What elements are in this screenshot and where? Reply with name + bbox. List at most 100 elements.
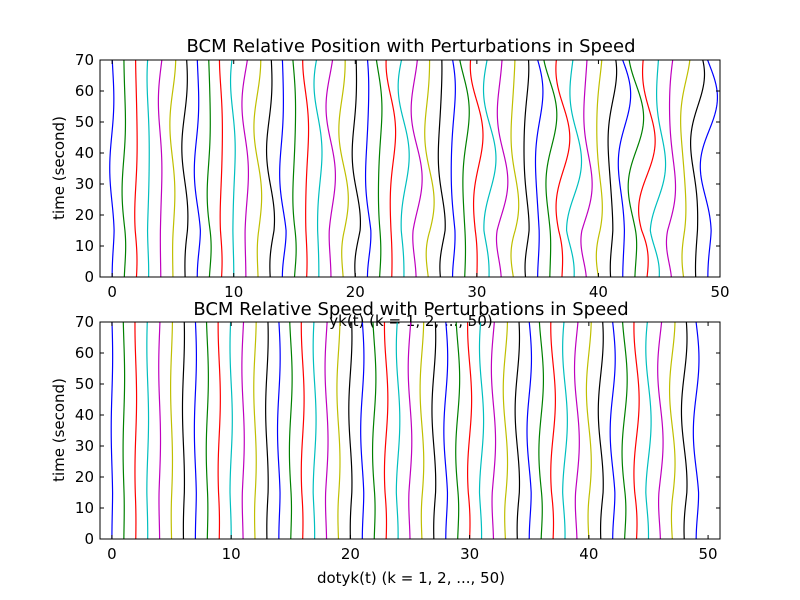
position-y-tick-label: 70 xyxy=(75,51,94,69)
speed-series-line-22 xyxy=(360,322,365,539)
position-series-line-8 xyxy=(193,60,201,277)
position-chart: BCM Relative Position with Perturbations… xyxy=(50,36,730,330)
speed-series-line-30 xyxy=(455,322,461,539)
speed-series-line-50 xyxy=(692,322,700,539)
position-series-line-30 xyxy=(459,60,470,277)
position-series-line-35 xyxy=(523,60,530,277)
position-x-axis-label: yk(t) (k = 1, 2, ..., 50) xyxy=(329,312,493,330)
position-series-line-38 xyxy=(555,60,571,277)
speed-series-line-38 xyxy=(550,322,556,539)
position-series-line-25 xyxy=(397,60,410,277)
position-x-ticks: 0 10 20 30 40 50 xyxy=(107,60,730,301)
position-series-line-19 xyxy=(325,60,337,277)
position-y-tick-label: 40 xyxy=(75,144,94,162)
position-series-line-15 xyxy=(279,60,287,277)
position-y-tick-label: 0 xyxy=(84,268,94,286)
speed-series-line-45 xyxy=(633,322,640,539)
speed-series-line-9 xyxy=(205,322,209,539)
speed-chart-title: BCM Relative Speed with Perturbations in… xyxy=(193,299,628,320)
position-series-line-40 xyxy=(580,60,593,277)
speed-y-tick-label: 20 xyxy=(75,468,94,486)
speed-y-tick-label: 40 xyxy=(75,406,94,424)
position-series-line-26 xyxy=(410,60,423,277)
speed-series-line-6 xyxy=(170,322,174,539)
position-series-line-7 xyxy=(181,60,189,277)
speed-x-tick-label: 50 xyxy=(699,545,718,563)
position-series-line-21 xyxy=(351,60,362,277)
speed-y-tick-label: 60 xyxy=(75,344,94,362)
speed-y-tick-label: 0 xyxy=(84,530,94,548)
position-series-line-47 xyxy=(665,60,677,277)
speed-series-line-25 xyxy=(395,322,401,539)
position-series-group xyxy=(109,60,719,277)
position-series-line-17 xyxy=(302,60,310,277)
position-series-line-27 xyxy=(424,60,435,277)
position-x-tick-label: 10 xyxy=(224,283,243,301)
speed-series-line-17 xyxy=(300,322,305,539)
position-series-line-18 xyxy=(313,60,323,277)
position-series-line-20 xyxy=(338,60,349,277)
speed-series-line-40 xyxy=(573,322,580,539)
position-series-line-28 xyxy=(437,60,446,277)
position-series-line-43 xyxy=(617,60,632,277)
speed-series-line-33 xyxy=(490,322,497,539)
position-x-tick-label: 40 xyxy=(589,283,608,301)
position-series-line-36 xyxy=(534,60,544,277)
speed-series-line-13 xyxy=(253,322,257,539)
speed-x-tick-label: 30 xyxy=(460,545,479,563)
speed-series-line-4 xyxy=(146,322,150,539)
speed-series-line-35 xyxy=(514,322,521,539)
position-y-tick-label: 50 xyxy=(75,113,94,131)
speed-series-line-21 xyxy=(348,322,353,539)
speed-series-group xyxy=(110,322,700,539)
speed-plot-frame xyxy=(99,321,721,540)
speed-series-line-29 xyxy=(443,322,449,539)
speed-series-line-49 xyxy=(680,322,688,539)
speed-series-line-15 xyxy=(276,322,281,539)
position-y-tick-label: 30 xyxy=(75,175,94,193)
speed-series-line-7 xyxy=(181,322,186,539)
position-series-line-33 xyxy=(495,60,509,277)
speed-x-tick-label: 0 xyxy=(107,545,117,563)
position-series-line-10 xyxy=(218,60,223,277)
position-series-line-32 xyxy=(482,60,497,277)
speed-series-line-47 xyxy=(657,322,664,539)
position-series-line-23 xyxy=(375,60,383,277)
speed-y-tick-label: 70 xyxy=(75,313,94,331)
speed-series-line-2 xyxy=(122,322,126,539)
speed-series-line-8 xyxy=(193,322,197,539)
speed-series-line-41 xyxy=(585,322,592,539)
speed-series-line-36 xyxy=(526,322,533,539)
position-series-line-14 xyxy=(265,60,276,277)
speed-series-line-10 xyxy=(217,322,221,539)
position-series-line-39 xyxy=(565,60,583,277)
position-series-line-50 xyxy=(699,60,719,277)
speed-series-line-11 xyxy=(229,322,233,539)
speed-series-line-31 xyxy=(467,322,473,539)
speed-series-line-48 xyxy=(668,322,676,539)
speed-series-line-24 xyxy=(383,322,389,539)
position-series-line-29 xyxy=(450,60,456,277)
position-y-axis-label: time (second) xyxy=(50,116,68,220)
speed-series-line-27 xyxy=(419,322,425,539)
speed-y-tick-label: 30 xyxy=(75,437,94,455)
position-series-line-22 xyxy=(364,60,372,277)
speed-series-line-16 xyxy=(288,322,293,539)
position-x-tick-label: 20 xyxy=(346,283,365,301)
position-chart-title: BCM Relative Position with Perturbations… xyxy=(186,36,635,57)
speed-series-line-44 xyxy=(621,322,628,539)
speed-series-line-5 xyxy=(158,322,162,539)
speed-x-axis-label: dotyk(t) (k = 1, 2, ..., 50) xyxy=(317,569,505,587)
position-series-line-34 xyxy=(510,60,520,277)
speed-series-line-46 xyxy=(645,322,652,539)
position-series-line-2 xyxy=(121,60,127,277)
speed-x-tick-label: 40 xyxy=(579,545,598,563)
speed-y-tick-label: 10 xyxy=(75,499,94,517)
speed-series-line-12 xyxy=(241,322,245,539)
position-series-line-24 xyxy=(385,60,397,277)
position-series-line-4 xyxy=(146,60,150,277)
position-series-line-3 xyxy=(134,60,138,277)
position-series-line-5 xyxy=(157,60,163,277)
speed-series-line-37 xyxy=(538,322,545,539)
